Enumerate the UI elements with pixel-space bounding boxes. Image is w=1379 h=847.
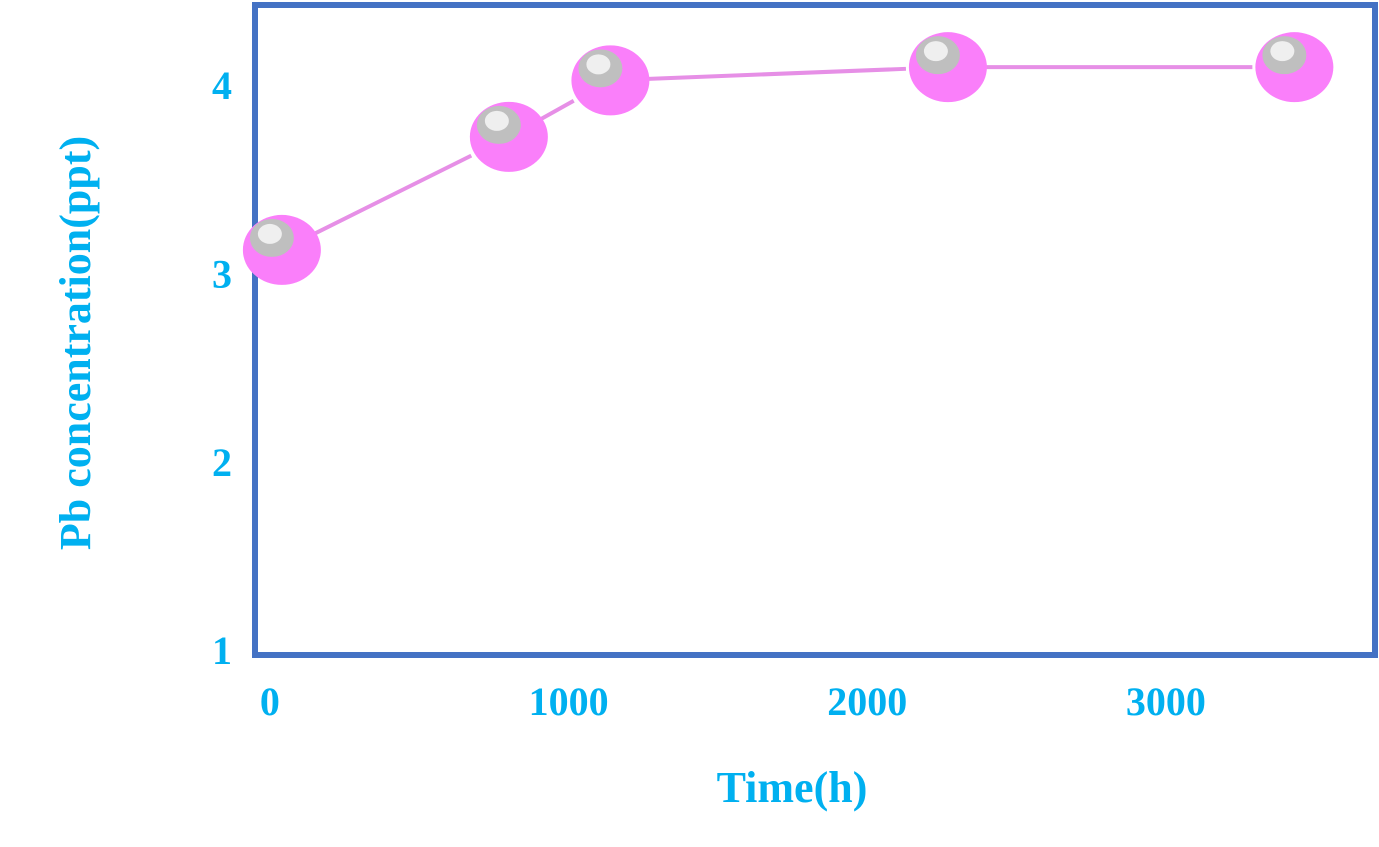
y-tick-label: 3 bbox=[212, 251, 232, 296]
data-point-shine bbox=[257, 223, 282, 244]
data-point bbox=[571, 45, 650, 116]
data-point bbox=[242, 214, 321, 285]
data-point-shine bbox=[1270, 41, 1295, 62]
x-tick-label: 2000 bbox=[827, 679, 907, 724]
x-axis-title: Time(h) bbox=[717, 763, 868, 812]
marker-layer bbox=[242, 32, 1334, 285]
series-line-segment bbox=[642, 66, 907, 82]
series-line-layer bbox=[309, 65, 1253, 238]
data-point bbox=[908, 32, 987, 103]
data-point-shine bbox=[923, 41, 948, 62]
y-tick-label: 1 bbox=[212, 628, 232, 673]
series-line-segment bbox=[309, 153, 473, 238]
data-point bbox=[1255, 32, 1334, 103]
y-axis-title: Pb concentration(ppt) bbox=[51, 136, 100, 550]
y-tick-label: 4 bbox=[212, 63, 232, 108]
y-tick-label: 2 bbox=[212, 440, 232, 485]
x-tick-label: 3000 bbox=[1126, 679, 1206, 724]
y-tick-labels: 1 2 3 4 bbox=[212, 63, 232, 673]
x-tick-labels: 0 1000 2000 3000 bbox=[260, 679, 1206, 724]
data-point bbox=[469, 101, 548, 172]
x-tick-label: 0 bbox=[260, 679, 280, 724]
series-line-segment bbox=[535, 99, 575, 124]
x-tick-label: 1000 bbox=[529, 679, 609, 724]
data-point-shine bbox=[586, 54, 611, 75]
plot-frame bbox=[252, 2, 1378, 658]
data-point-shine bbox=[484, 110, 509, 131]
